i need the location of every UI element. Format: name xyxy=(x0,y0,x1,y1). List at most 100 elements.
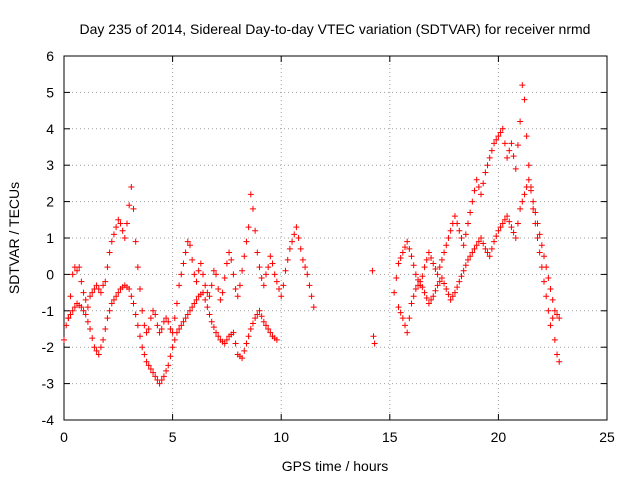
data-point xyxy=(117,220,124,227)
data-point xyxy=(252,227,259,234)
data-point xyxy=(63,322,70,329)
data-point xyxy=(100,282,107,289)
data-point xyxy=(514,142,521,149)
ticks: 0 5 10 15 20 25 -4 -3 -2 -1 0 1 2 3 4 5 6 xyxy=(42,48,615,445)
data-point xyxy=(527,187,534,194)
data-point xyxy=(408,300,415,307)
data-point xyxy=(152,311,159,318)
data-point xyxy=(423,295,430,302)
data-point xyxy=(97,289,104,296)
data-point xyxy=(189,256,196,263)
x-tick-label: 25 xyxy=(599,429,615,445)
data-point xyxy=(108,238,115,245)
data-point xyxy=(139,344,146,351)
data-point xyxy=(215,285,222,292)
data-point xyxy=(469,198,476,205)
data-point xyxy=(173,300,180,307)
data-point xyxy=(423,256,430,263)
data-point xyxy=(143,329,150,336)
data-point xyxy=(421,289,428,296)
data-point xyxy=(204,304,211,311)
data-point xyxy=(554,311,561,318)
data-point xyxy=(180,318,187,325)
data-point xyxy=(208,318,215,325)
data-point xyxy=(113,224,120,231)
data-point xyxy=(84,318,91,325)
data-point xyxy=(415,282,422,289)
data-point xyxy=(508,140,515,147)
data-point xyxy=(171,336,178,343)
data-point xyxy=(171,315,178,322)
data-point xyxy=(519,198,526,205)
x-tick-label: 5 xyxy=(169,429,177,445)
data-point xyxy=(180,260,187,267)
x-tick-label: 20 xyxy=(491,429,507,445)
data-point xyxy=(132,311,139,318)
data-point xyxy=(491,140,498,147)
data-point xyxy=(191,300,198,307)
data-point xyxy=(200,289,207,296)
data-point xyxy=(130,300,137,307)
data-point xyxy=(249,320,256,327)
data-point xyxy=(110,296,117,303)
data-point xyxy=(410,262,417,269)
data-point xyxy=(517,118,524,125)
data-point xyxy=(370,333,377,340)
data-point xyxy=(493,136,500,143)
data-point xyxy=(213,271,220,278)
y-tick-label: 2 xyxy=(46,194,54,210)
data-point xyxy=(106,249,113,256)
data-point xyxy=(104,264,111,271)
data-point xyxy=(525,176,532,183)
data-point xyxy=(158,326,165,332)
data-point xyxy=(80,289,87,296)
data-point xyxy=(221,340,228,347)
data-point xyxy=(399,249,406,256)
data-point xyxy=(134,322,141,329)
data-point xyxy=(486,154,493,161)
data-point xyxy=(449,293,456,300)
data-point xyxy=(454,284,461,291)
data-point xyxy=(475,238,482,245)
data-point xyxy=(523,133,530,140)
y-tick-label: 6 xyxy=(46,48,54,64)
data-point xyxy=(61,336,67,343)
data-point xyxy=(425,249,432,256)
data-point xyxy=(97,344,104,351)
data-point xyxy=(284,256,291,263)
data-point xyxy=(534,235,541,241)
data-point xyxy=(191,271,198,278)
data-point xyxy=(488,147,495,154)
data-point xyxy=(534,220,541,227)
data-point xyxy=(473,176,480,183)
data-point xyxy=(89,289,96,296)
data-point xyxy=(538,242,545,249)
data-point xyxy=(241,347,248,354)
data-point xyxy=(234,293,241,300)
data-point xyxy=(462,262,469,269)
grid xyxy=(64,56,607,420)
data-point xyxy=(200,271,207,278)
data-point xyxy=(84,304,91,311)
data-point xyxy=(486,253,493,260)
data-point xyxy=(236,282,243,289)
data-point xyxy=(145,326,152,332)
data-point xyxy=(545,275,552,282)
data-point xyxy=(258,275,265,282)
data-point xyxy=(308,293,315,300)
data-point xyxy=(451,289,458,296)
data-point xyxy=(256,307,263,314)
data-point xyxy=(158,376,165,383)
data-point xyxy=(165,362,172,369)
data-point xyxy=(137,333,144,340)
data-point xyxy=(286,245,293,252)
data-point xyxy=(497,224,504,231)
y-tick-label: 1 xyxy=(46,230,54,246)
data-point xyxy=(178,271,185,278)
x-axis-label: GPS time / hours xyxy=(282,458,389,474)
data-point xyxy=(521,96,528,103)
data-point xyxy=(208,282,215,289)
data-point xyxy=(262,271,269,278)
data-point xyxy=(102,278,109,285)
data-point xyxy=(462,231,469,238)
